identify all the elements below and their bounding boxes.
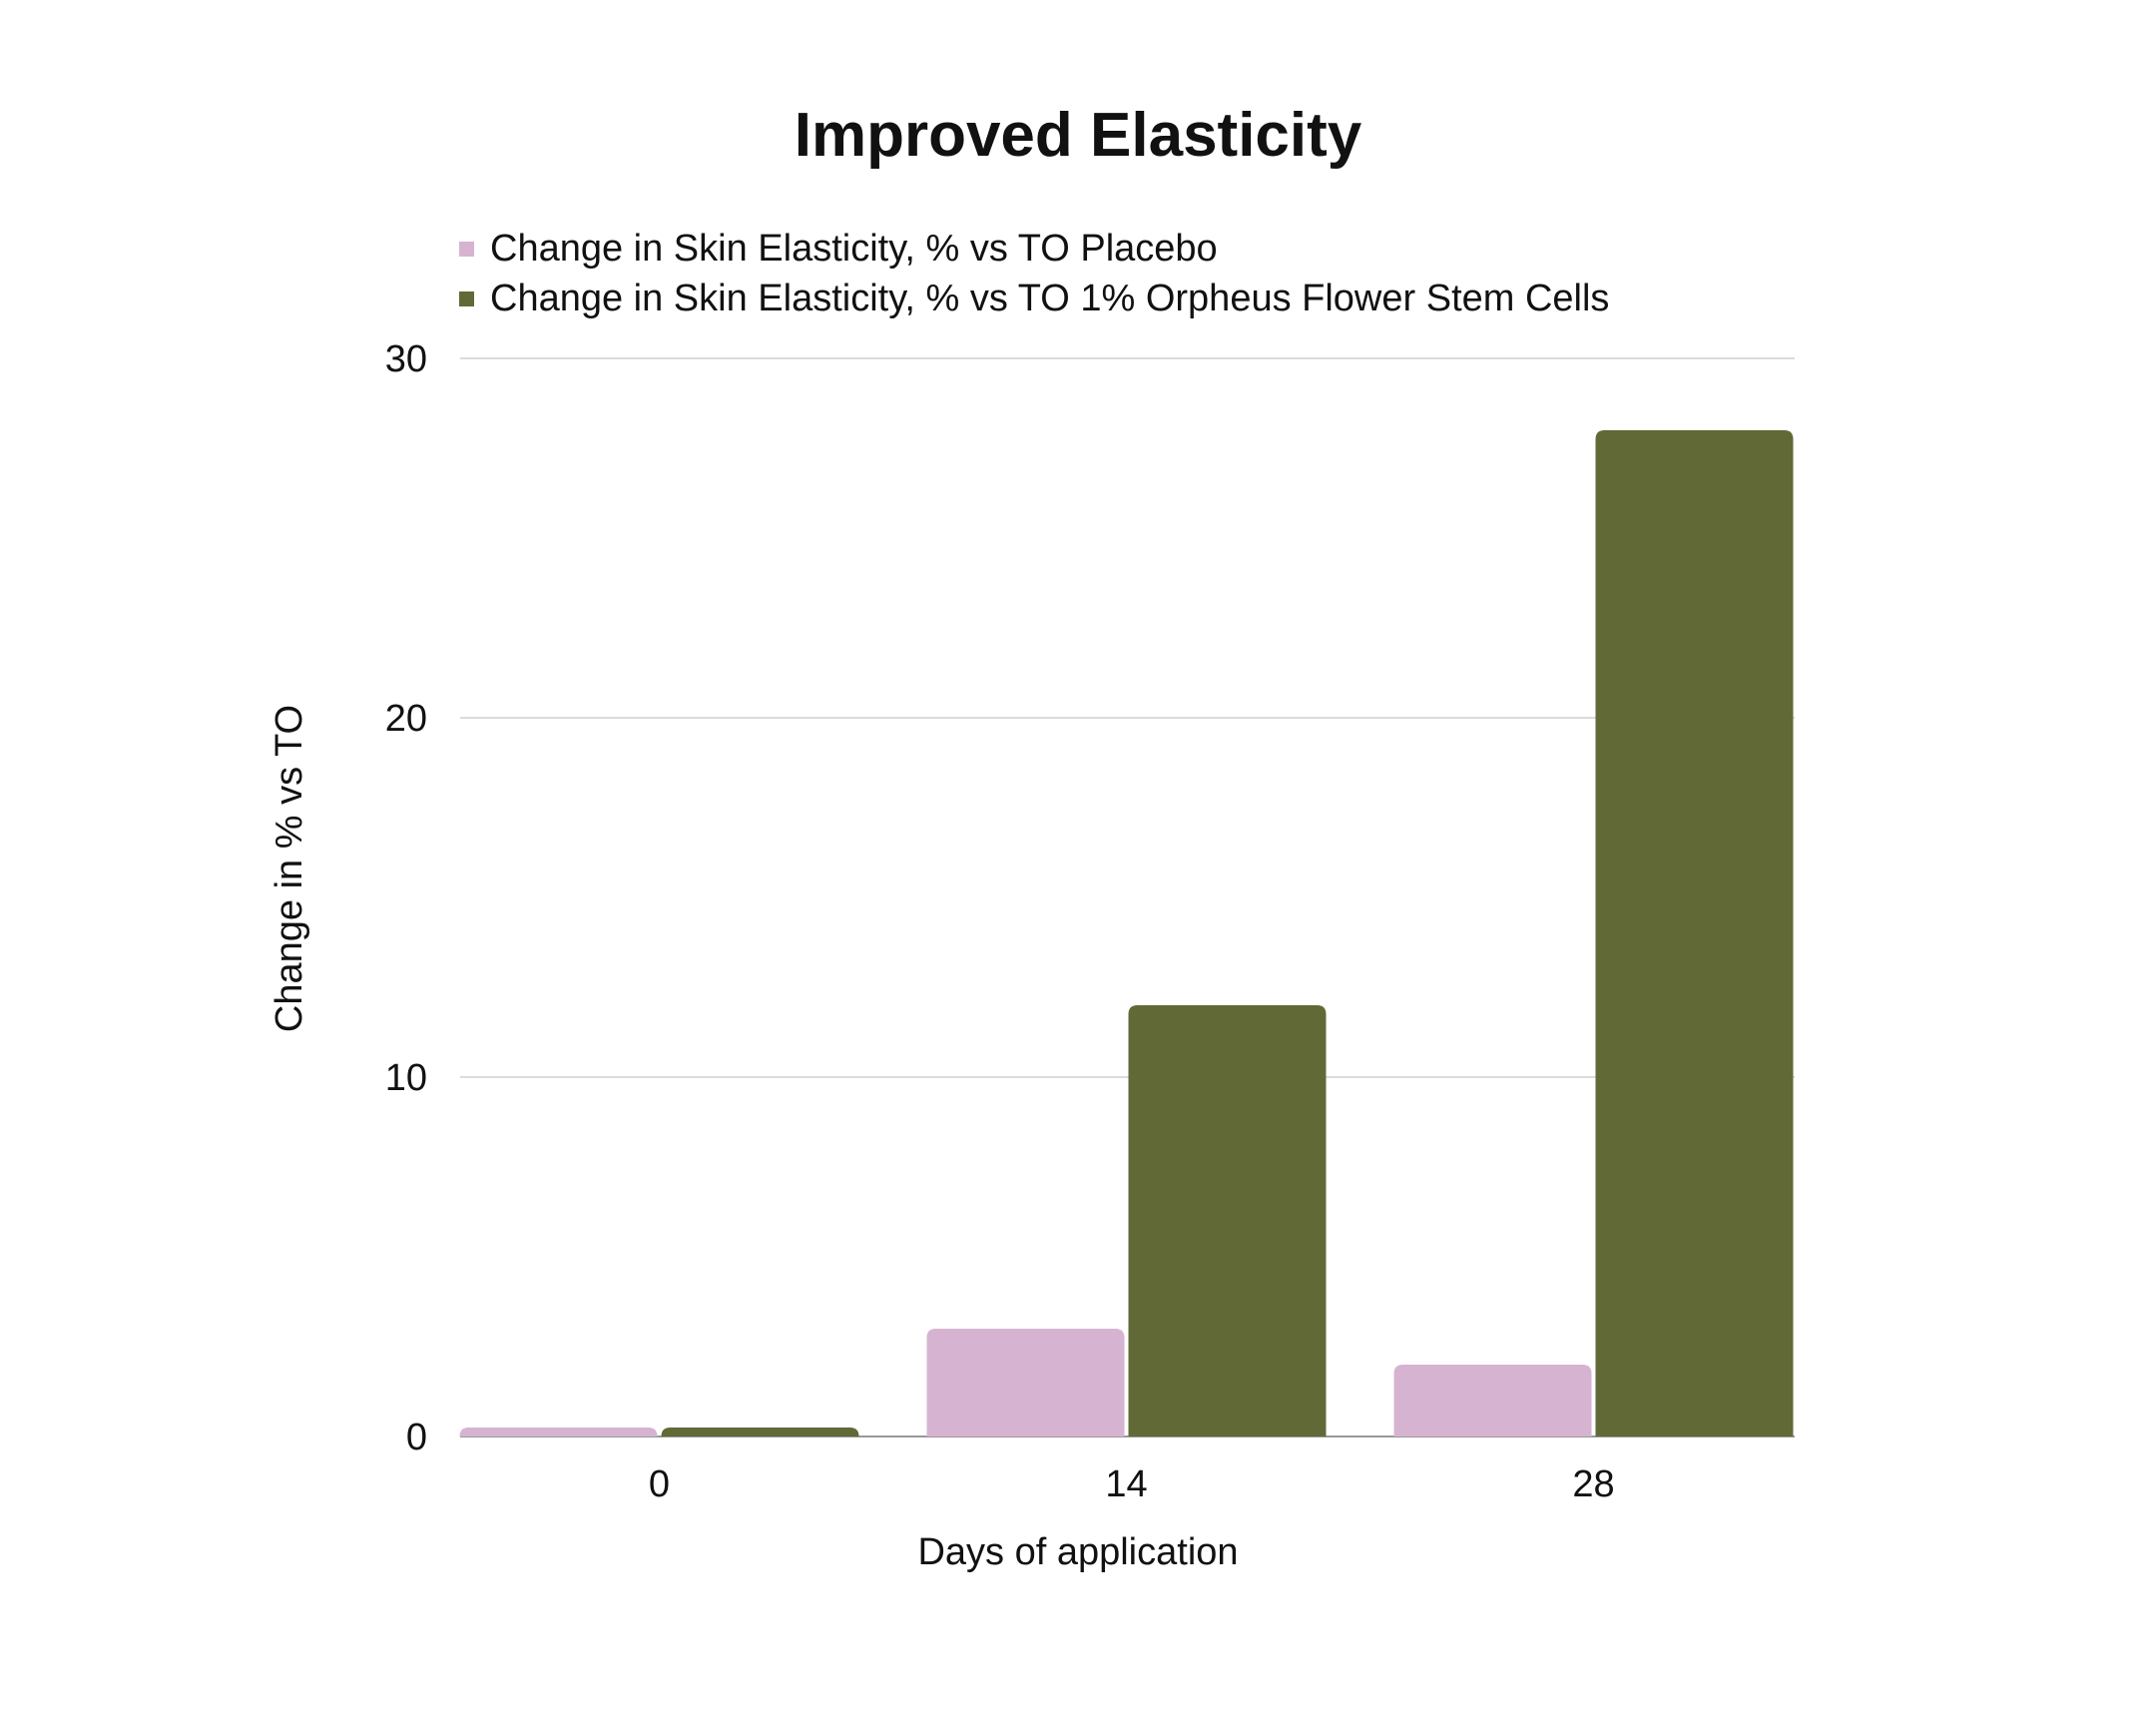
chart-title: Improved Elasticity xyxy=(794,101,1362,170)
bar-orpheus-day-28 xyxy=(1595,430,1794,1437)
x-tick-label: 28 xyxy=(1572,1463,1614,1505)
legend-swatch-placebo xyxy=(459,242,474,257)
x-tick-label: 14 xyxy=(1105,1463,1147,1505)
bar-placebo-day-28 xyxy=(1393,1365,1592,1437)
bar-orpheus-day-14 xyxy=(1128,1005,1327,1437)
x-axis-title: Days of application xyxy=(917,1531,1238,1573)
legend-item-placebo: Change in Skin Elasticity, % vs TO Place… xyxy=(459,228,1218,271)
x-tick-label: 0 xyxy=(649,1463,670,1505)
legend-label: Change in Skin Elasticity, % vs TO Place… xyxy=(490,228,1218,270)
bar-placebo-day-14 xyxy=(926,1329,1125,1437)
legend-item-orpheus: Change in Skin Elasticity, % vs TO 1% Or… xyxy=(459,278,1609,320)
y-tick-label: 20 xyxy=(385,698,427,740)
y-tick-label: 30 xyxy=(385,338,427,380)
legend-label: Change in Skin Elasticity, % vs TO 1% Or… xyxy=(490,278,1610,319)
bar-orpheus-day-0 xyxy=(661,1428,859,1437)
y-axis-title: Change in % vs TO xyxy=(269,705,310,1032)
legend-swatch-orpheus xyxy=(459,291,474,306)
bar-placebo-day-0 xyxy=(459,1428,658,1437)
y-tick-label: 0 xyxy=(406,1417,427,1458)
y-tick-label: 10 xyxy=(385,1057,427,1099)
